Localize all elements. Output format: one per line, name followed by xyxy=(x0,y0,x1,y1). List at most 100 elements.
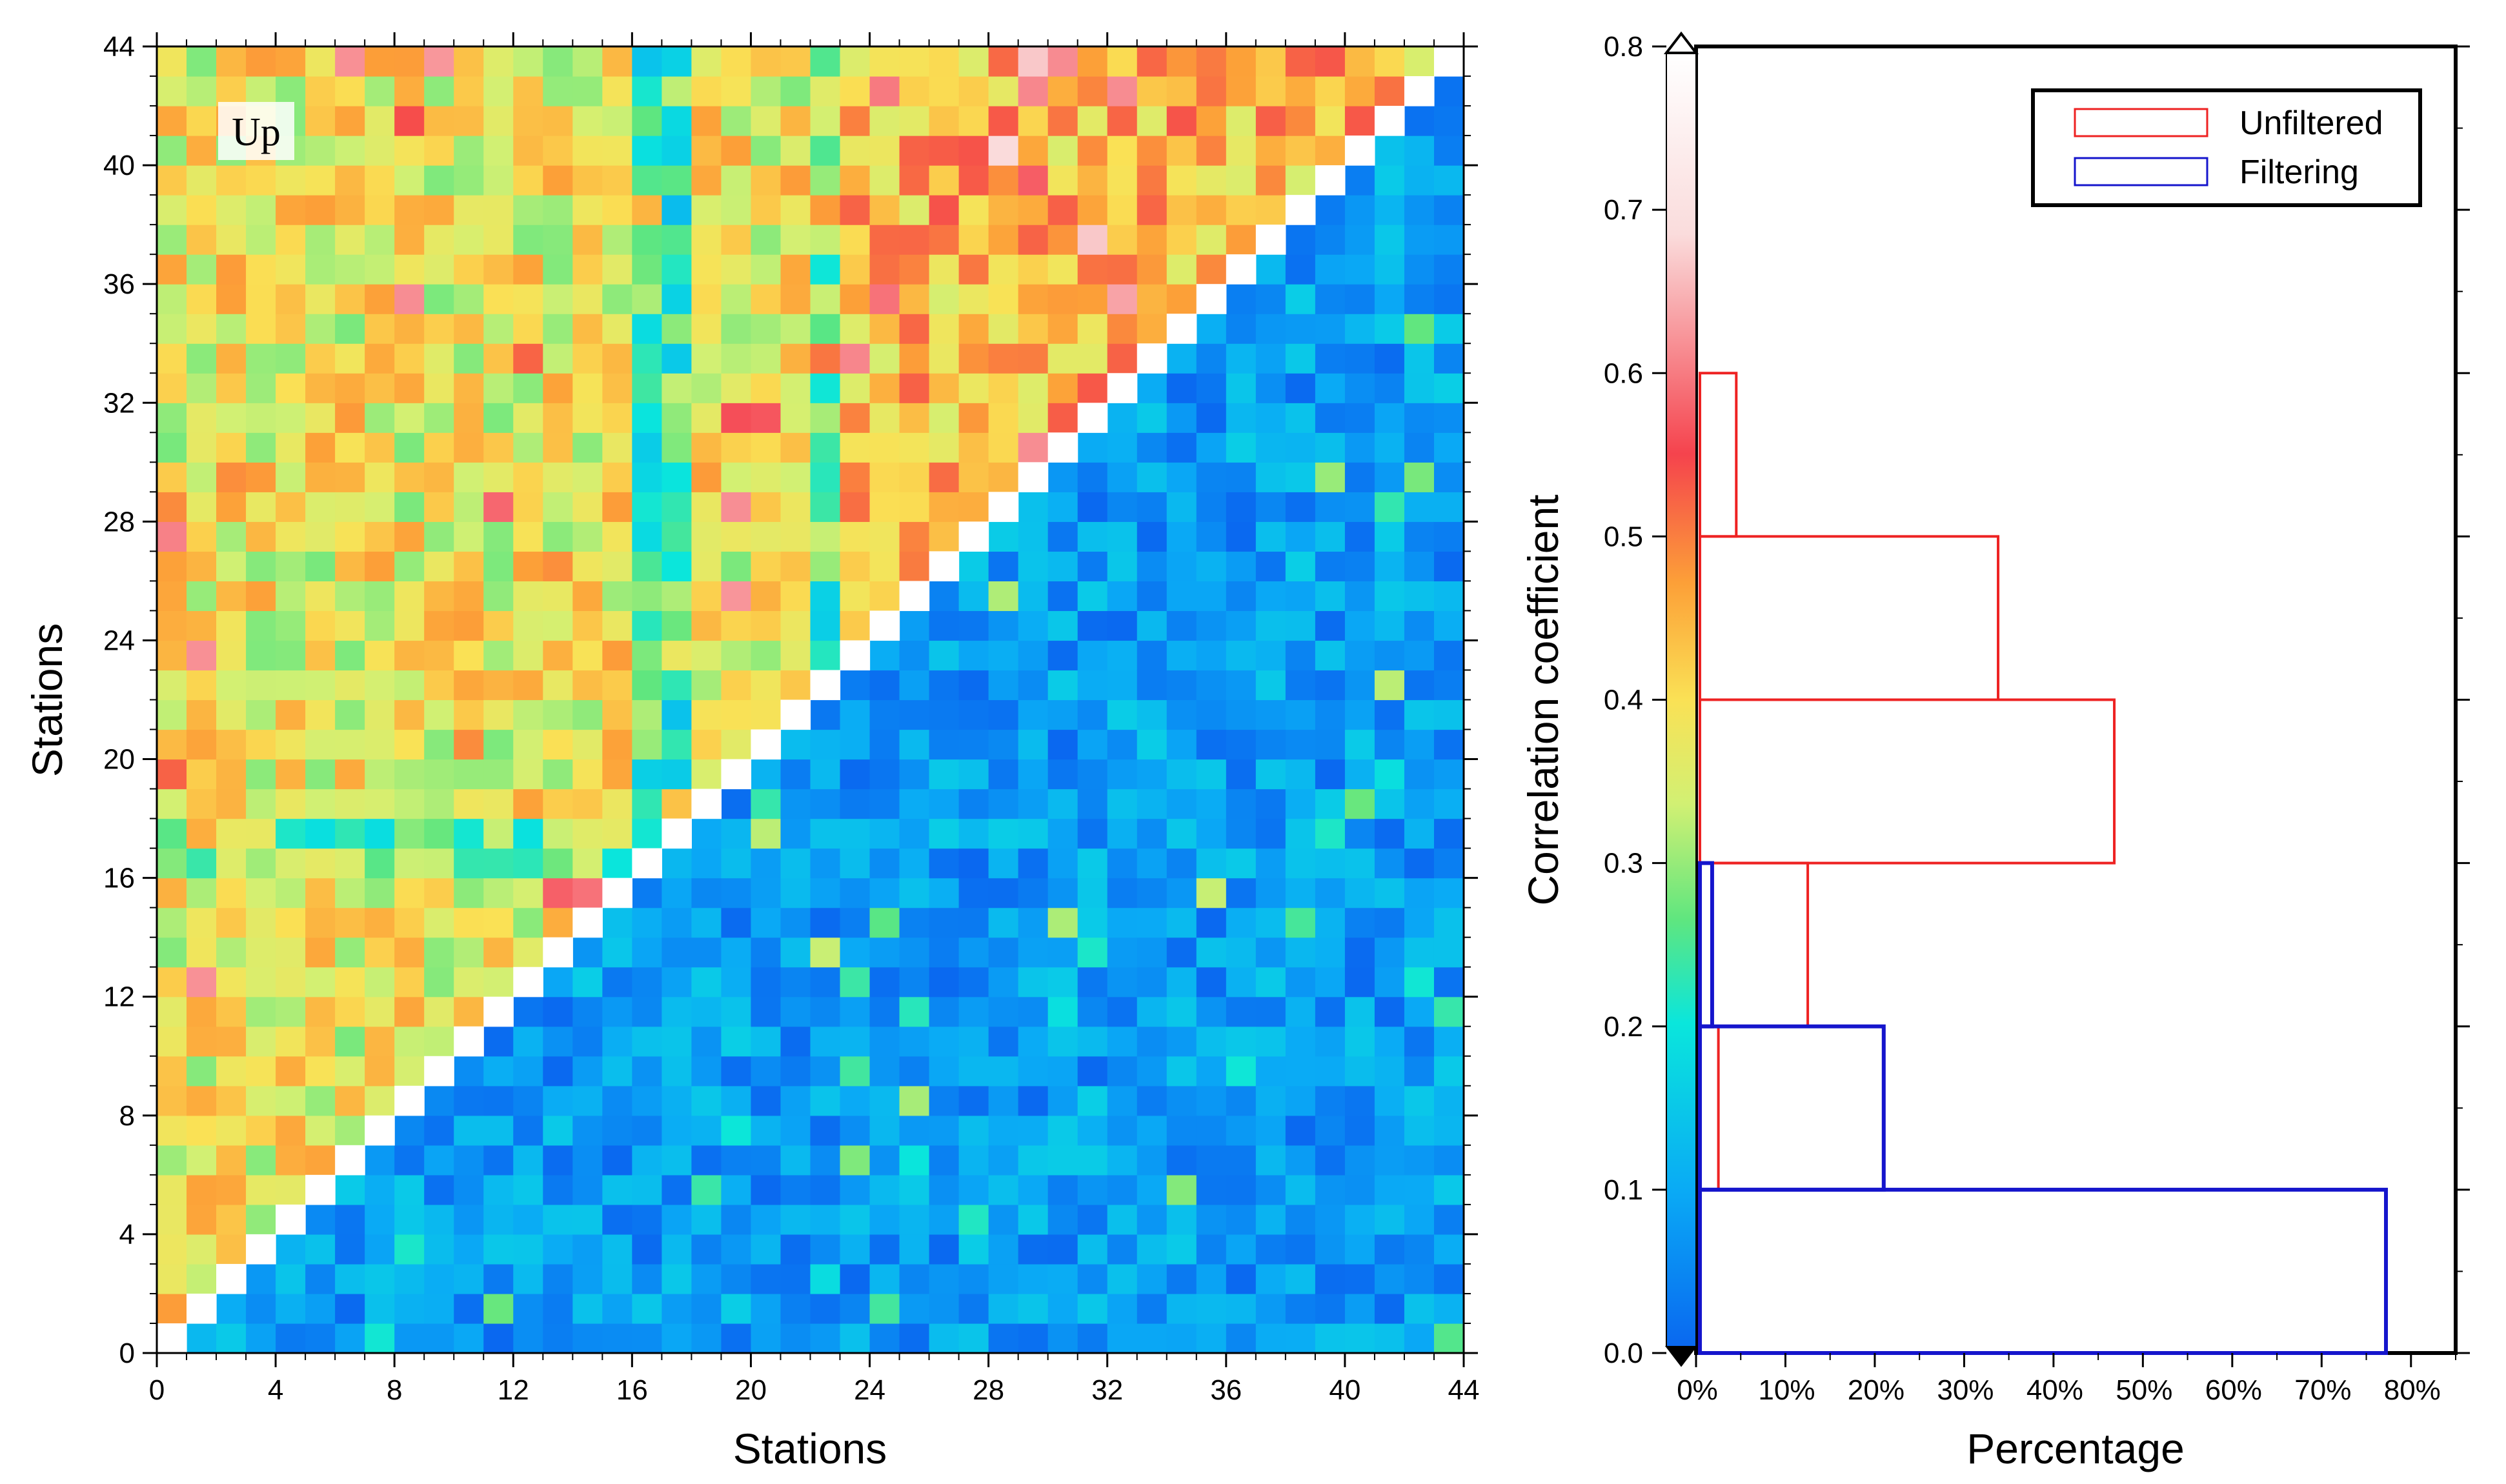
heatmap-cell xyxy=(543,1145,573,1176)
heatmap-cell xyxy=(454,195,484,225)
heatmap-cell xyxy=(246,1056,276,1087)
heatmap-cell xyxy=(662,1293,692,1324)
heatmap-cell xyxy=(929,788,960,819)
heatmap-cell xyxy=(632,581,662,612)
heatmap-cell xyxy=(365,610,395,641)
heatmap-cell xyxy=(632,759,662,790)
heatmap-cell xyxy=(1285,1085,1316,1116)
heatmap-cell xyxy=(365,284,395,314)
heatmap-cell xyxy=(869,314,900,344)
heatmap-cell xyxy=(276,670,306,701)
heatmap-cell xyxy=(543,1204,573,1235)
heatmap-cell xyxy=(1047,314,1078,344)
heatmap-cell xyxy=(899,225,930,255)
heatmap-cell xyxy=(1404,1204,1435,1235)
heatmap-cell xyxy=(394,996,425,1027)
heatmap-cell xyxy=(1047,551,1078,582)
heatmap-cell xyxy=(1107,1234,1138,1265)
heatmap-cell xyxy=(751,1293,782,1324)
heatmap-cell xyxy=(810,551,841,582)
heatmap-cell xyxy=(394,848,425,879)
heatmap-cell xyxy=(840,1204,871,1235)
heatmap-cell xyxy=(1433,1204,1464,1235)
panel-label: Up xyxy=(232,110,281,154)
heatmap-x-tick-label: 44 xyxy=(1448,1374,1480,1406)
heatmap-cell xyxy=(751,1323,782,1354)
heatmap-cell xyxy=(246,165,276,196)
heatmap-cell xyxy=(1166,759,1197,790)
heatmap-cell xyxy=(602,581,632,612)
heatmap-cell xyxy=(572,1293,603,1324)
heatmap-cell xyxy=(187,46,217,77)
heatmap-cell xyxy=(1226,729,1257,760)
heatmap-cell xyxy=(1166,373,1197,403)
heatmap-cell xyxy=(394,46,425,77)
heatmap-diagonal-cell xyxy=(394,1085,425,1116)
heatmap-cell xyxy=(751,1056,782,1087)
heatmap-cell xyxy=(869,521,900,552)
heatmap-cell xyxy=(751,403,782,433)
heatmap-cell xyxy=(424,1293,454,1324)
heatmap-cell xyxy=(1433,848,1464,879)
heatmap-cell xyxy=(1255,788,1286,819)
heatmap-cell xyxy=(899,1293,930,1324)
heatmap-cell xyxy=(1404,492,1435,522)
heatmap-cell xyxy=(929,1204,960,1235)
heatmap-cell xyxy=(751,106,782,136)
heatmap-cell xyxy=(513,284,543,314)
heatmap-cell xyxy=(1433,284,1464,314)
heatmap-cell xyxy=(1255,640,1286,671)
heatmap-cell xyxy=(216,1026,247,1057)
heatmap-cell xyxy=(543,1056,573,1087)
heatmap-cell xyxy=(1018,165,1049,196)
heatmap-cell xyxy=(899,729,930,760)
heatmap-cell xyxy=(1226,343,1257,374)
heatmap-cell xyxy=(958,343,989,374)
heatmap-cell xyxy=(543,254,573,285)
heatmap-cell xyxy=(810,699,841,730)
heatmap-cell xyxy=(365,699,395,730)
heatmap-cell xyxy=(187,1263,217,1294)
heatmap-cell xyxy=(216,1234,247,1265)
heatmap-cell xyxy=(1137,670,1167,701)
heatmap-cell xyxy=(276,848,306,879)
heatmap-cell xyxy=(1433,254,1464,285)
heatmap-cell xyxy=(216,610,247,641)
heatmap-cell xyxy=(1255,967,1286,998)
heatmap-cell xyxy=(483,76,514,106)
heatmap-cell xyxy=(958,640,989,671)
heatmap-cell xyxy=(632,699,662,730)
heatmap-cell xyxy=(840,521,871,552)
heatmap-cell xyxy=(305,1056,336,1087)
heatmap-cell xyxy=(1226,610,1257,641)
heatmap-cell xyxy=(662,1174,692,1205)
heatmap-cell xyxy=(187,1115,217,1146)
histogram-x-tick-label: 60% xyxy=(2205,1374,2262,1406)
heatmap-cell xyxy=(780,937,811,968)
histogram-y-tick-label: 0.1 xyxy=(1604,1174,1643,1206)
heatmap-cell xyxy=(305,729,336,760)
heatmap-cell xyxy=(840,1115,871,1146)
heatmap-cell xyxy=(1255,343,1286,374)
heatmap-cell xyxy=(988,729,1019,760)
heatmap-cell xyxy=(1047,343,1078,374)
heatmap-cell xyxy=(869,877,900,908)
heatmap-cell xyxy=(1374,225,1405,255)
heatmap-cell xyxy=(1433,76,1464,106)
heatmap-cell xyxy=(721,670,752,701)
heatmap-cell xyxy=(1166,610,1197,641)
heatmap-cell xyxy=(365,1085,395,1116)
heatmap-cell xyxy=(483,432,514,463)
heatmap-cell xyxy=(632,1056,662,1087)
heatmap-cell xyxy=(1077,165,1108,196)
heatmap-cell xyxy=(365,135,395,166)
heatmap-cell xyxy=(1196,551,1227,582)
heatmap-cell xyxy=(691,1293,722,1324)
heatmap-cell xyxy=(899,1263,930,1294)
heatmap-cell xyxy=(1404,1234,1435,1265)
heatmap-cell xyxy=(1433,1085,1464,1116)
heatmap-cell xyxy=(454,1115,484,1146)
heatmap-cell xyxy=(1196,1056,1227,1087)
heatmap-cell xyxy=(157,46,187,77)
heatmap-cell xyxy=(335,640,365,671)
